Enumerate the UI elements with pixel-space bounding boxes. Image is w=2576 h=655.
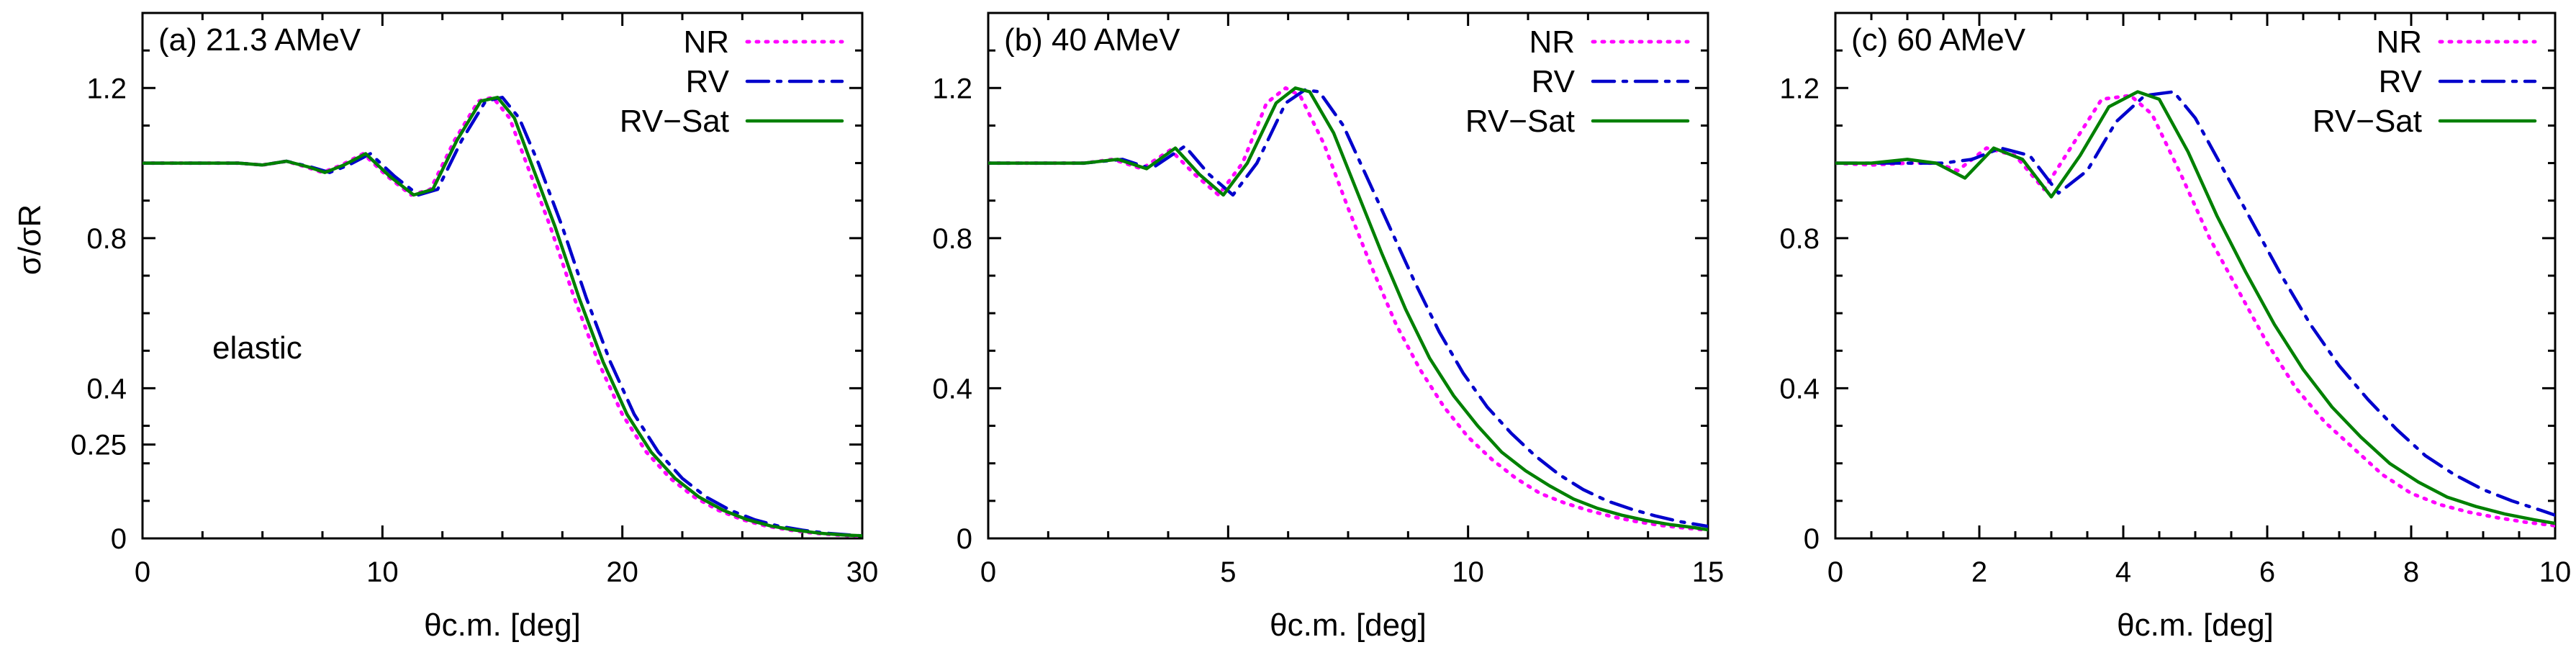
- series-line-rv-sat: [988, 86, 1708, 532]
- series-line-nr: [143, 95, 862, 538]
- x-tick-label: 0: [135, 556, 150, 588]
- chart-panel-3: 0 2 4 6 8 10 0 0.4 0.8 1.2 θc.m. [deg] (c) 60 AMeV N…: [1779, 12, 2572, 643]
- y-tick-label: 0: [1804, 523, 1820, 555]
- y-tick-label: 1.2: [86, 73, 127, 104]
- x-tick-label: 5: [1220, 556, 1236, 588]
- y-tick-label: 0: [111, 523, 127, 555]
- series-line-rv: [1835, 90, 2555, 517]
- x-axis-title: θc.m. [deg]: [1270, 607, 1427, 643]
- x-tick-label: 30: [846, 556, 879, 588]
- y-tick-label: 0.4: [932, 373, 972, 405]
- plot-frame: [141, 12, 864, 540]
- series-group: [143, 95, 862, 538]
- x-tick-label: 6: [2259, 556, 2275, 588]
- plot-frame: [987, 12, 1709, 540]
- legend-label: RV−Sat: [620, 104, 729, 139]
- x-tick-label: 15: [1692, 556, 1725, 588]
- x-tick-label: 20: [606, 556, 638, 588]
- chart-panel-2: 0 5 10 15 0 0.4 0.8 1.2 θc.m. [deg] (b) 40 AMeV NR…: [932, 12, 1725, 643]
- series-group: [1835, 90, 2555, 528]
- x-tick-label: 10: [366, 556, 399, 588]
- x-axis-title: θc.m. [deg]: [424, 607, 581, 643]
- series-group: [988, 86, 1708, 532]
- series-line-rv-sat: [1835, 90, 2555, 525]
- panel-title: (a) 21.3 AMeV: [158, 22, 361, 58]
- series-line-rv-sat: [143, 96, 862, 538]
- x-tick-label: 10: [2539, 556, 2572, 588]
- y-tick-label: 0.4: [1779, 373, 1820, 405]
- panel-title: (b) 40 AMeV: [1004, 22, 1180, 58]
- legend: NR RV RV−Sat: [2313, 24, 2537, 139]
- panel-title: (c) 60 AMeV: [1851, 22, 2026, 58]
- legend-label: RV: [686, 64, 730, 99]
- legend-label: NR: [2376, 24, 2422, 60]
- x-tick-label: 10: [1452, 556, 1484, 588]
- y-tick-label: 0.25: [71, 430, 127, 461]
- legend-label: RV: [2379, 64, 2423, 99]
- legend-label: RV−Sat: [1465, 104, 1575, 139]
- legend-label: NR: [683, 24, 729, 60]
- legend-label: RV−Sat: [2313, 104, 2422, 139]
- x-tick-label: 4: [2115, 556, 2131, 588]
- x-tick-label: 2: [1971, 556, 1987, 588]
- series-line-rv: [988, 88, 1708, 528]
- x-tick-label: 0: [1827, 556, 1843, 588]
- plot-frame: [1834, 12, 2557, 540]
- chart-panel-1: 0 10 20 30 0 0.25 0.4 0.8 1.2 θc.m. [deg] σ/σR (a) …: [12, 12, 879, 643]
- legend: NR RV RV−Sat: [1465, 24, 1690, 139]
- y-tick-label: 0.8: [86, 223, 127, 255]
- legend: NR RV RV−Sat: [620, 24, 844, 139]
- series-line-nr: [988, 86, 1708, 532]
- y-tick-label: 0.8: [932, 223, 972, 255]
- y-tick-label: 0.4: [86, 373, 127, 405]
- y-tick-label: 0.8: [1779, 223, 1820, 255]
- y-axis-title: σ/σR: [12, 204, 48, 275]
- legend-label: NR: [1529, 24, 1575, 60]
- x-tick-label: 8: [2403, 556, 2419, 588]
- legend-label: RV: [1532, 64, 1576, 99]
- annotation-label: elastic: [212, 330, 302, 366]
- x-tick-label: 0: [980, 556, 996, 588]
- y-tick-label: 1.2: [1779, 73, 1820, 104]
- series-line-nr: [1835, 94, 2555, 528]
- y-tick-label: 1.2: [932, 73, 972, 104]
- y-tick-label: 0: [957, 523, 972, 555]
- x-axis-title: θc.m. [deg]: [2117, 607, 2274, 643]
